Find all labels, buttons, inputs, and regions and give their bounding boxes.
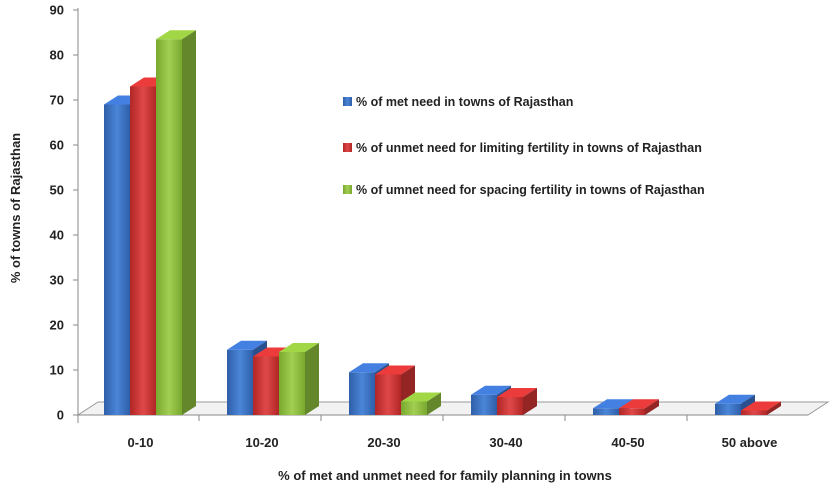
legend-entry: % of unmet need for limiting fertility i… <box>343 141 702 155</box>
y-tick-label: 30 <box>50 273 64 288</box>
y-tick-label: 20 <box>50 318 64 333</box>
y-tick-label: 0 <box>57 408 64 423</box>
bar-side <box>523 388 537 415</box>
bar-side <box>427 392 441 415</box>
bar-front <box>279 352 305 415</box>
bar <box>156 30 196 415</box>
legend-label: % of umnet need for spacing fertility in… <box>356 183 705 197</box>
legend-entry: % of umnet need for spacing fertility in… <box>343 183 705 197</box>
x-tick-label: 40-50 <box>611 435 644 450</box>
bar-front <box>593 408 619 415</box>
bar-top <box>715 394 755 404</box>
y-tick-label: 80 <box>50 48 64 63</box>
legend-swatch <box>343 185 352 194</box>
x-tick-label: 30-40 <box>489 435 522 450</box>
bar-side <box>767 401 781 415</box>
legend-entry: % of met need in towns of Rajasthan <box>343 95 573 109</box>
bar-side <box>305 343 319 415</box>
bar-top <box>497 388 537 397</box>
bar-top <box>349 363 389 373</box>
legend-swatch <box>343 143 352 152</box>
bar-top <box>227 340 267 350</box>
bar-front <box>471 394 497 415</box>
y-tick-label: 50 <box>50 183 64 198</box>
legend-label: % of met need in towns of Rajasthan <box>356 95 573 109</box>
bar-top <box>471 385 511 395</box>
y-axis-title: % of towns of Rajasthan <box>8 133 23 283</box>
bar-top <box>279 343 319 352</box>
bar-top <box>401 392 441 402</box>
bar-top <box>741 401 781 411</box>
bar-top <box>375 365 415 375</box>
x-tick-label: 50 above <box>722 435 778 450</box>
bar <box>619 399 659 415</box>
bar <box>279 343 319 415</box>
x-tick-label: 20-30 <box>367 435 400 450</box>
bar-front <box>104 104 130 415</box>
y-tick-label: 70 <box>50 93 64 108</box>
bar-front <box>741 410 767 415</box>
bar-front <box>715 403 741 415</box>
bar-front <box>497 397 523 415</box>
bar-front <box>401 401 427 415</box>
x-axis-title: % of met and unmet need for family plann… <box>278 468 612 483</box>
legend-label: % of unmet need for limiting fertility i… <box>356 141 702 155</box>
bar-front <box>130 86 156 415</box>
x-tick-label: 10-20 <box>245 435 278 450</box>
bar <box>741 401 781 415</box>
bar-front <box>227 349 253 415</box>
bar-front <box>253 356 279 415</box>
bar-top <box>619 399 659 409</box>
bar-top <box>593 399 633 409</box>
bar-front <box>375 374 401 415</box>
x-tick-label: 0-10 <box>127 435 153 450</box>
y-tick-label: 60 <box>50 138 64 153</box>
bar-front <box>349 372 375 415</box>
bar <box>497 388 537 415</box>
y-tick-label: 40 <box>50 228 64 243</box>
bar-front <box>619 408 645 415</box>
y-tick-label: 10 <box>50 363 64 378</box>
bar-top <box>156 30 196 40</box>
y-tick-label: 90 <box>50 3 64 18</box>
bar-front <box>156 39 182 415</box>
bar-side <box>182 30 196 415</box>
bar-side <box>645 399 659 415</box>
legend-swatch <box>343 97 352 106</box>
bar <box>401 392 441 415</box>
